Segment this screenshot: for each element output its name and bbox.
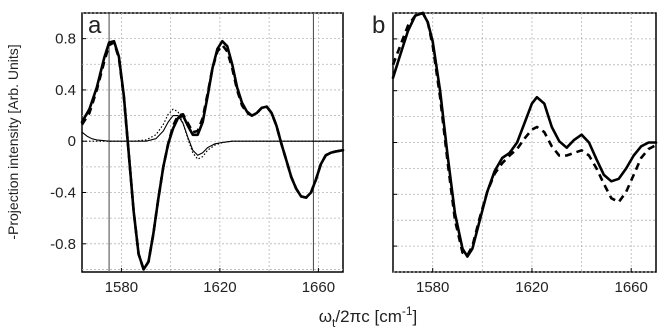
panel-a-label: a: [88, 12, 102, 39]
x-axis-label-sub: t: [332, 316, 336, 330]
panel-a-vertical-markers: [108, 13, 315, 272]
y-axis-label: -Projection intensity [Arb. Units]: [5, 44, 21, 239]
y-tick-label: 0: [68, 133, 76, 150]
panel-a: 0.8 0.4 0 -0.4 -0.8 1580 1620 1660 a: [50, 12, 345, 296]
panel-a-grid: [82, 12, 343, 272]
x-tick-label: 1620: [515, 279, 548, 296]
x-tick-label: 1660: [615, 279, 648, 296]
panel-a-x-tick-labels: 1580 1620 1660: [105, 268, 335, 296]
panel-b-series: [391, 11, 658, 258]
x-axis-label-sup: -1: [402, 304, 413, 318]
x-tick-label: 1660: [302, 279, 335, 296]
y-tick-label: 0.4: [55, 82, 76, 99]
x-axis-label: ωt/2πc [cm-1]: [319, 304, 418, 330]
panel-a-y-tick-labels: 0.8 0.4 0 -0.4 -0.8: [50, 31, 86, 253]
x-axis-label-rest: /2πc [cm: [335, 307, 402, 326]
series-line-solid-thin: [81, 115, 344, 156]
panel-b: 1580 1620 1660 b: [372, 11, 658, 296]
panel-a-series: [80, 39, 345, 271]
y-tick-label: -0.8: [50, 236, 76, 253]
panel-b-label: b: [372, 12, 385, 39]
panel-b-x-tick-labels: 1580 1620 1660: [416, 268, 648, 296]
series-line-dashed-thick: [391, 11, 657, 257]
x-tick-label: 1580: [105, 279, 138, 296]
y-tick-label: -0.4: [50, 185, 76, 202]
series-line-dotted-thin: [82, 108, 343, 160]
x-tick-label: 1580: [416, 279, 449, 296]
x-tick-label: 1620: [203, 279, 236, 296]
x-axis-label-end: ]: [413, 307, 418, 326]
y-tick-label: 0.8: [55, 31, 76, 48]
x-axis-label-main: ω: [319, 307, 332, 326]
panel-a-frame: [81, 12, 344, 273]
series-line-dashed-thick: [80, 41, 344, 271]
panel-b-grid: [393, 12, 656, 273]
